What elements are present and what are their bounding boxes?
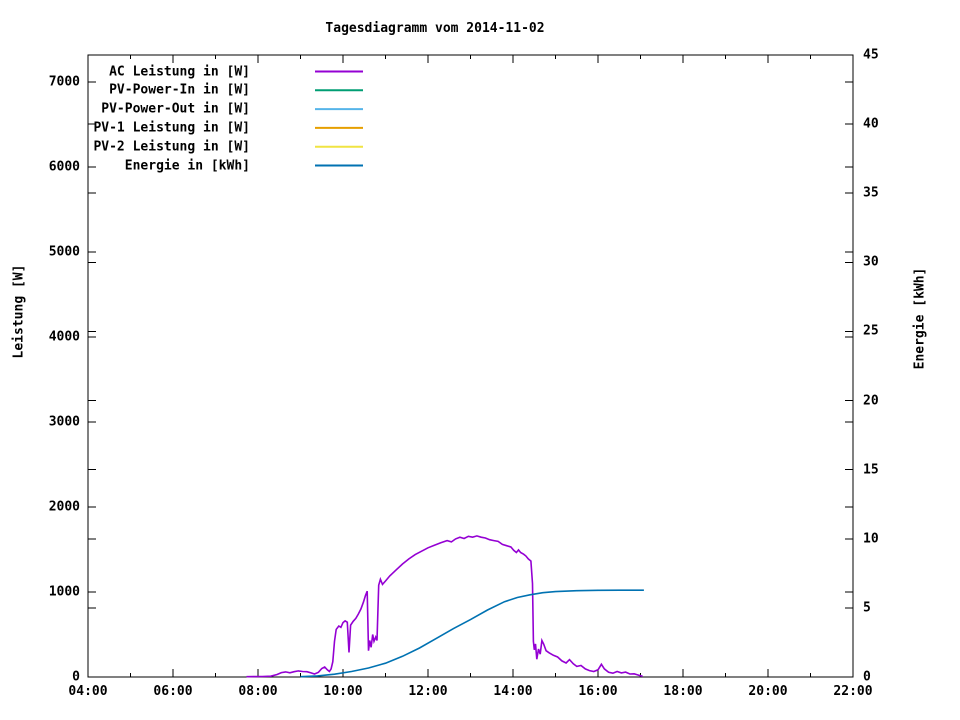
y-left-tick-label: 3000 bbox=[48, 414, 80, 430]
x-tick-label: 08:00 bbox=[238, 684, 278, 699]
y-right-tick-label: 35 bbox=[863, 185, 879, 201]
x-tick-label: 20:00 bbox=[748, 684, 788, 699]
y-right-tick-label: 30 bbox=[863, 254, 879, 270]
y-right-tick-label: 15 bbox=[863, 462, 879, 478]
series-ac-leistung-line bbox=[246, 535, 643, 678]
y-left-tick-label: 6000 bbox=[48, 159, 80, 175]
y-left-tick-label: 7000 bbox=[48, 74, 80, 90]
y-right-tick-label: 45 bbox=[863, 47, 879, 63]
x-tick-label: 04:00 bbox=[68, 684, 108, 699]
legend-item-ac-leistung: AC Leistung in [W] bbox=[109, 64, 250, 79]
y-right-tick-label: 25 bbox=[863, 323, 879, 339]
x-tick-label: 18:00 bbox=[663, 684, 703, 699]
x-tick-label: 10:00 bbox=[323, 684, 363, 699]
y-axis-label-left: Leistung [W] bbox=[11, 264, 27, 359]
x-tick-label: 06:00 bbox=[153, 684, 193, 699]
y-right-tick-label: 40 bbox=[863, 116, 879, 132]
x-tick-label: 12:00 bbox=[408, 684, 448, 699]
y-right-tick-label: 0 bbox=[863, 669, 871, 685]
y-right-tick-label: 20 bbox=[863, 393, 879, 409]
legend-item-pv-1-leistung: PV-1 Leistung in [W] bbox=[93, 120, 250, 136]
y-left-tick-label: 5000 bbox=[48, 244, 80, 260]
x-tick-label: 14:00 bbox=[493, 684, 533, 699]
x-tick-label: 22:00 bbox=[833, 684, 873, 699]
y-right-tick-label: 5 bbox=[863, 600, 871, 616]
series-energie-line bbox=[300, 589, 644, 678]
legend-item-pv-2-leistung: PV-2 Leistung in [W] bbox=[93, 139, 250, 155]
legend-item-energie: Energie in [kWh] bbox=[124, 158, 250, 173]
chart-title: Tagesdiagramm vom 2014-11-02 bbox=[325, 21, 545, 36]
y-left-tick-label: 0 bbox=[72, 669, 80, 685]
legend-item-pv-power-out: PV-Power-Out in [W] bbox=[101, 101, 250, 117]
y-left-tick-label: 4000 bbox=[48, 329, 80, 345]
y-axis-label-right: Energie [kWh] bbox=[912, 267, 928, 370]
x-tick-label: 16:00 bbox=[578, 684, 618, 699]
legend-item-pv-power-in: PV-Power-In in [W] bbox=[109, 82, 250, 98]
y-right-tick-label: 10 bbox=[863, 531, 879, 547]
y-left-tick-label: 1000 bbox=[48, 584, 80, 600]
y-left-tick-label: 2000 bbox=[48, 499, 80, 515]
